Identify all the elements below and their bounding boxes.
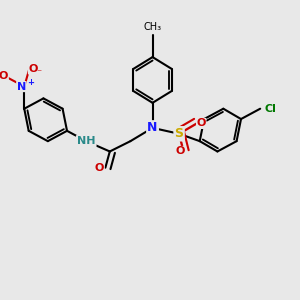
Text: ⁻: ⁻	[36, 68, 42, 78]
Text: N: N	[17, 82, 26, 92]
Text: Cl: Cl	[265, 104, 277, 114]
Text: S: S	[175, 127, 184, 140]
Text: O: O	[196, 118, 206, 128]
Text: O: O	[176, 146, 185, 157]
Text: O: O	[28, 64, 38, 74]
Text: O: O	[0, 71, 8, 81]
Text: NH: NH	[77, 136, 95, 146]
Text: N: N	[147, 122, 158, 134]
Text: +: +	[27, 78, 34, 87]
Text: CH₃: CH₃	[143, 22, 162, 32]
Text: O: O	[95, 163, 104, 173]
